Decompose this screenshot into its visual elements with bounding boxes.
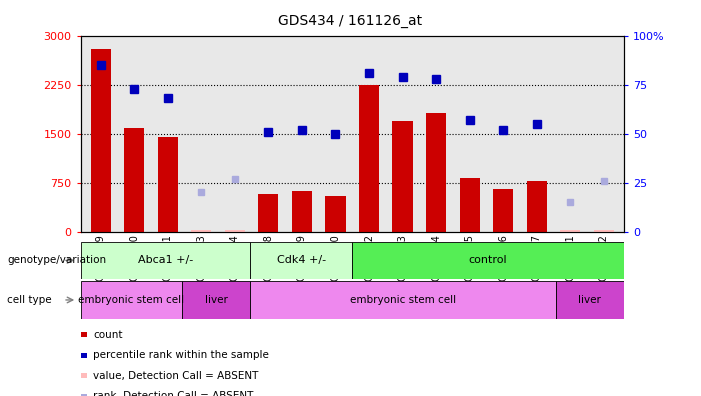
Text: count: count — [93, 329, 123, 340]
Bar — [250, 242, 353, 279]
Text: liver: liver — [578, 295, 601, 305]
Text: embryonic stem cell: embryonic stem cell — [350, 295, 456, 305]
Bar — [526, 181, 547, 232]
Text: control: control — [469, 255, 508, 265]
Text: embryonic stem cell: embryonic stem cell — [79, 295, 184, 305]
Bar — [359, 85, 379, 232]
Bar — [393, 120, 413, 232]
Text: Abca1 +/-: Abca1 +/- — [138, 255, 193, 265]
Text: percentile rank within the sample: percentile rank within the sample — [93, 350, 268, 360]
Bar — [81, 281, 182, 319]
Bar — [124, 128, 144, 232]
Text: rank, Detection Call = ABSENT: rank, Detection Call = ABSENT — [93, 391, 253, 396]
Bar — [250, 281, 556, 319]
Bar — [325, 196, 346, 232]
Bar — [560, 230, 580, 232]
Bar — [158, 137, 178, 232]
Bar — [81, 242, 250, 279]
Bar — [353, 242, 624, 279]
Bar — [182, 281, 250, 319]
Text: cell type: cell type — [7, 295, 52, 305]
Bar — [460, 178, 479, 232]
Bar — [90, 49, 111, 232]
Bar — [594, 230, 614, 232]
Bar — [259, 194, 278, 232]
Bar — [426, 113, 446, 232]
Text: Cdk4 +/-: Cdk4 +/- — [277, 255, 326, 265]
Text: GDS434 / 161126_at: GDS434 / 161126_at — [278, 14, 423, 28]
Bar — [292, 191, 312, 232]
Bar — [191, 230, 212, 232]
Text: genotype/variation: genotype/variation — [7, 255, 106, 265]
Bar — [493, 189, 513, 232]
Bar — [225, 230, 245, 232]
Text: liver: liver — [205, 295, 228, 305]
Text: value, Detection Call = ABSENT: value, Detection Call = ABSENT — [93, 371, 259, 381]
Bar — [556, 281, 624, 319]
